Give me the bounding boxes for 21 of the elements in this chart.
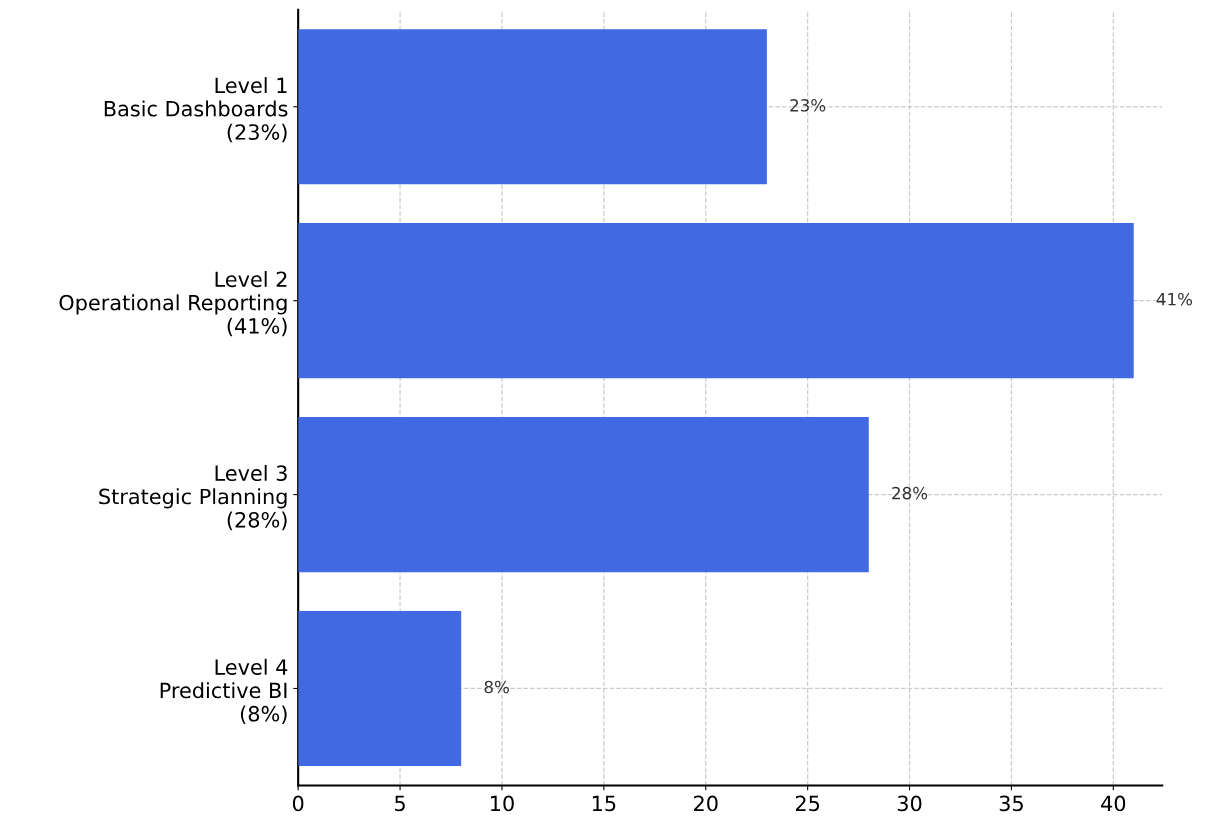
y-tick-label: Level 4 Predictive BI (8%) bbox=[160, 658, 288, 725]
x-tick-label: 35 bbox=[999, 795, 1023, 812]
y-tick-label: Level 2 Operational Reporting (41%) bbox=[59, 271, 287, 337]
x-tick-label: 20 bbox=[694, 795, 718, 812]
x-tick-label: 30 bbox=[897, 795, 922, 812]
bar bbox=[298, 610, 462, 767]
x-tick-label: 10 bbox=[490, 795, 514, 812]
x-tick-label: 0 bbox=[292, 795, 304, 812]
data-label: 23% bbox=[790, 99, 826, 112]
bar bbox=[298, 417, 869, 573]
x-tick-label: 40 bbox=[1101, 795, 1126, 812]
data-label: 41% bbox=[1156, 292, 1193, 306]
bar bbox=[298, 223, 1134, 379]
x-tick-label: 25 bbox=[795, 795, 820, 812]
x-tick-label: 5 bbox=[395, 795, 405, 812]
y-tick-label: Level 1 Basic Dashboards (23%) bbox=[104, 77, 288, 143]
x-tick-label: 15 bbox=[592, 795, 616, 812]
data-label: 28% bbox=[892, 486, 928, 500]
bar bbox=[298, 29, 767, 185]
data-label: 8% bbox=[484, 680, 509, 694]
y-tick-label: Level 3 Strategic Planning (28%) bbox=[99, 464, 287, 531]
